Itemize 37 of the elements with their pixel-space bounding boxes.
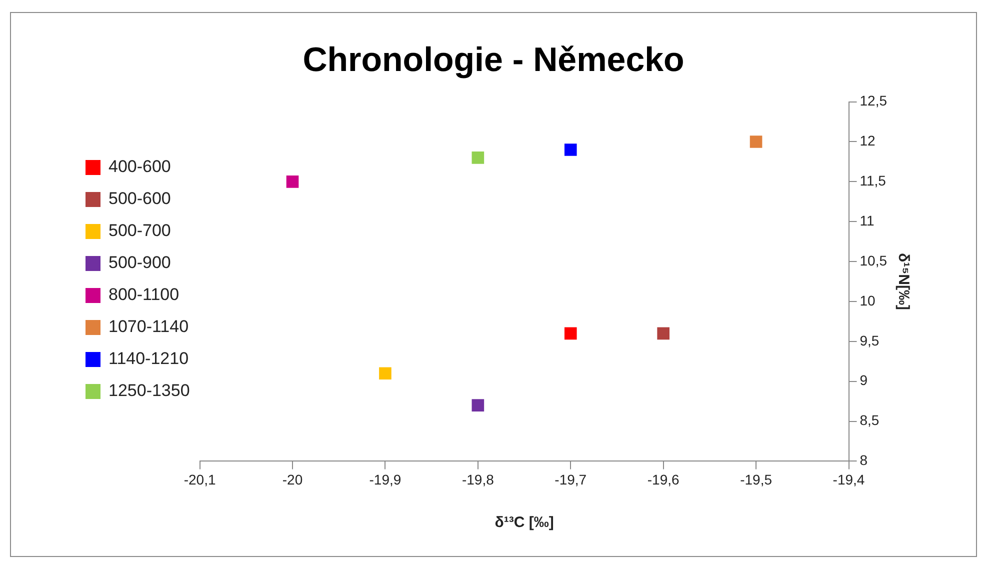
y-tick-label: 11,5	[860, 172, 886, 189]
y-tick-label: 10,5	[860, 252, 888, 268]
chart-title: Chronologie - Německo	[302, 40, 684, 79]
x-tick-label: -19,8	[462, 471, 494, 488]
x-tick-label: -20	[282, 471, 303, 488]
legend-label: 1140-1210	[108, 349, 189, 368]
y-tick-label: 8	[860, 452, 868, 468]
point	[657, 327, 670, 340]
point	[286, 176, 299, 188]
legend-label: 500-600	[108, 189, 171, 208]
y-tick-label: 9,5	[860, 332, 880, 348]
y-tick-label: 8,5	[860, 412, 880, 428]
legend-label: 1070-1140	[108, 317, 189, 336]
y-tick-label: 12	[860, 132, 876, 149]
y-tick-label: 12,5	[860, 92, 888, 109]
y-tick-label: 9	[860, 372, 868, 388]
legend-label: 400-600	[108, 157, 171, 176]
x-tick-label: -19,5	[740, 471, 772, 488]
legend-label: 500-900	[108, 253, 171, 272]
y-tick-label: 11	[860, 212, 874, 228]
legend-label: 500-700	[108, 221, 171, 240]
y-tick-label: 10	[860, 292, 876, 308]
x-tick-label: -19,7	[554, 471, 587, 488]
point	[564, 327, 577, 340]
x-tick-label: -19,4	[832, 471, 865, 488]
x-axis-title: δ¹³C [‰]	[494, 514, 554, 532]
point	[750, 136, 762, 148]
y-axis-title: δ¹⁵N[‰]	[894, 253, 912, 310]
point	[564, 144, 577, 156]
legend-label: 800-1100	[108, 285, 180, 304]
x-tick-label: -19,6	[647, 471, 680, 488]
x-tick-label: -20,1	[184, 471, 216, 488]
legend-label: 1250-1350	[108, 381, 190, 400]
point	[379, 367, 392, 380]
point	[472, 152, 484, 164]
point	[472, 399, 484, 412]
x-tick-label: -19,9	[369, 471, 402, 488]
